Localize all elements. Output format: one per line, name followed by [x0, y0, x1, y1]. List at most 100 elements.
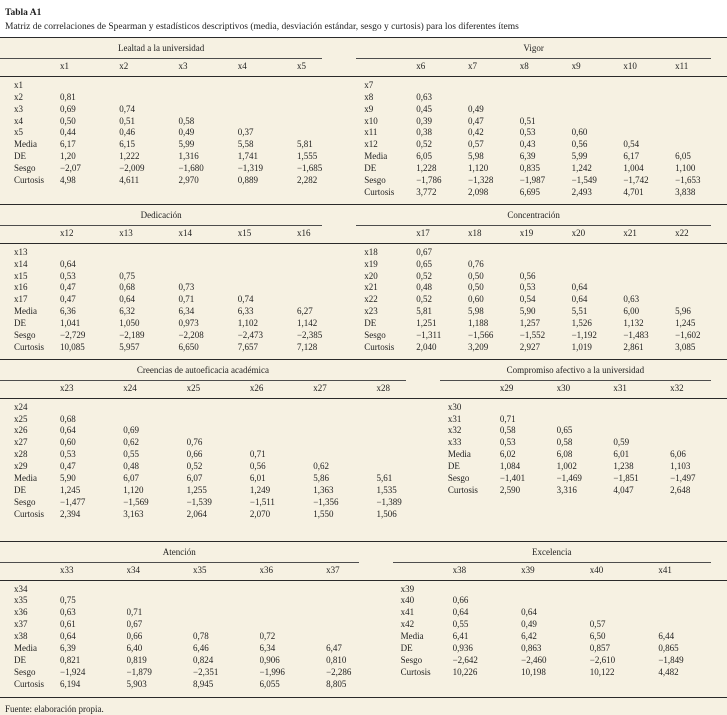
column-header: x29 — [499, 380, 557, 399]
cell: −1,851 — [613, 473, 639, 484]
cell — [675, 243, 727, 258]
cell — [658, 595, 727, 607]
cell — [238, 259, 297, 271]
cell: 6,01 — [249, 473, 266, 484]
row-label: DE — [364, 318, 377, 329]
cell: −1,511 — [249, 496, 275, 507]
cell: 0,75 — [60, 595, 76, 606]
cell: 5,98 — [468, 151, 484, 162]
cell — [468, 243, 520, 258]
cell: 2,040 — [416, 341, 437, 352]
column-header: x22 — [675, 225, 727, 244]
cell: −1,356 — [313, 496, 339, 507]
column-header: x1 — [60, 58, 120, 77]
cell: 0,71 — [499, 413, 516, 424]
cell: 0,51 — [519, 115, 536, 126]
table-row: Sesgo −1,477 −1,569 −1,539 −1,511 −1,356 −1,38… — [0, 497, 440, 509]
cell: 1,103 — [670, 461, 691, 472]
cell — [675, 271, 727, 283]
cell: 0,54 — [519, 294, 536, 305]
table-row: x14 0,64 — [0, 259, 356, 271]
column-header: x8 — [519, 58, 572, 77]
cell — [60, 398, 123, 413]
cell: 0,936 — [452, 643, 473, 654]
cell — [178, 243, 237, 258]
table-footnote: Fuente: elaboración propia. — [5, 703, 104, 714]
cell — [313, 449, 376, 461]
row-label: x37 — [14, 619, 28, 630]
cell: 5,81 — [416, 306, 432, 317]
row-label: Media — [447, 449, 471, 460]
cell: 0,60 — [571, 127, 588, 138]
row-label: x12 — [364, 139, 378, 150]
cell: 0,43 — [519, 139, 536, 150]
cell: 0,50 — [468, 282, 484, 293]
cell — [520, 243, 572, 258]
row-label: x19 — [364, 258, 378, 269]
cell — [376, 437, 439, 449]
cell: 0,64 — [571, 294, 588, 305]
column-header-row: x12 x13 x14 x15 x16 — [0, 225, 357, 244]
column-header: x7 — [468, 58, 520, 77]
row-label: Media — [400, 631, 424, 642]
row-label: Media — [364, 151, 388, 162]
cell: −2,351 — [193, 666, 219, 677]
table-row: x35 0,75 — [0, 595, 393, 607]
cell: 6,194 — [60, 678, 81, 689]
cell: 6,41 — [452, 631, 469, 642]
cell — [238, 104, 297, 116]
table-row: Media 6,05 5,98 6,39 5,99 6,17 6,05 — [356, 151, 727, 163]
cell: 0,71 — [178, 294, 195, 305]
table-row: Curtosis 4,98 4,611 2,970 0,889 2,282 — [0, 175, 356, 187]
cell: 6,07 — [123, 473, 140, 484]
cell: 10,122 — [589, 666, 615, 677]
cell: 1,050 — [119, 318, 140, 329]
row-label: x31 — [447, 413, 462, 424]
section-title-row: Excelencia — [392, 542, 727, 563]
cell — [623, 116, 675, 128]
cell — [675, 127, 727, 139]
cell — [670, 414, 727, 426]
cell: 5,99 — [571, 151, 588, 162]
cell — [123, 414, 186, 426]
table-row: Sesgo −1,786 −1,328 −1,987 −1,549 −1,742 −1,65… — [356, 175, 727, 187]
cell: 0,68 — [60, 413, 76, 424]
cell: −1,653 — [675, 175, 701, 186]
cell: 0,64 — [119, 294, 135, 305]
table-row: Sesgo −2,642 −2,460 −2,610 −1,849 — [393, 655, 727, 667]
column-header: x35 — [193, 562, 260, 581]
table-row: x33 0,53 0,58 0,59 — [440, 437, 727, 449]
band-4: Atención x33 x34 x35 x36 x37 x34 x35 0,75 x36 0,63… — [0, 542, 727, 698]
cell: 0,38 — [416, 127, 432, 138]
cell: −1,924 — [60, 666, 86, 677]
cell: 6,05 — [675, 151, 691, 162]
cell: 3,772 — [416, 186, 437, 197]
band-2: Dedicación x12 x13 x14 x15 x16 x13 x14 0,64 x15 0,… — [0, 205, 727, 360]
cell: 1,249 — [249, 485, 271, 495]
cell — [468, 76, 520, 91]
cell: −1,602 — [675, 330, 701, 341]
cell: 6,695 — [519, 186, 541, 197]
cell — [590, 607, 659, 619]
table-row: Media 5,90 6,07 6,07 6,01 5,86 5,61 — [0, 473, 440, 485]
table-row: x31 0,71 — [440, 414, 727, 426]
row-label: x20 — [364, 270, 378, 281]
cell: 0,64 — [60, 425, 76, 436]
cell — [623, 76, 675, 91]
cell: 5,98 — [468, 306, 484, 317]
table-row: Media 6,36 6,32 6,34 6,33 6,27 — [0, 306, 356, 318]
table-row: Sesgo −1,401 −1,469 −1,851 −1,497 — [440, 473, 727, 485]
cell: −2,009 — [119, 163, 145, 174]
cell — [572, 116, 624, 128]
cell: 1,004 — [623, 163, 644, 174]
cell — [193, 595, 260, 607]
cell: 0,53 — [519, 127, 536, 138]
cell: 6,34 — [259, 643, 276, 654]
cell: 6,42 — [521, 631, 537, 642]
table-row: DE 0,821 0,819 0,824 0,906 0,810 — [0, 655, 393, 667]
column-header: x13 — [119, 225, 179, 244]
table-row: x23 5,81 5,98 5,90 5,51 6,00 5,96 — [356, 306, 727, 318]
cell: 0,74 — [237, 294, 254, 305]
column-header: x19 — [519, 225, 572, 244]
row-label: x33 — [447, 437, 462, 448]
